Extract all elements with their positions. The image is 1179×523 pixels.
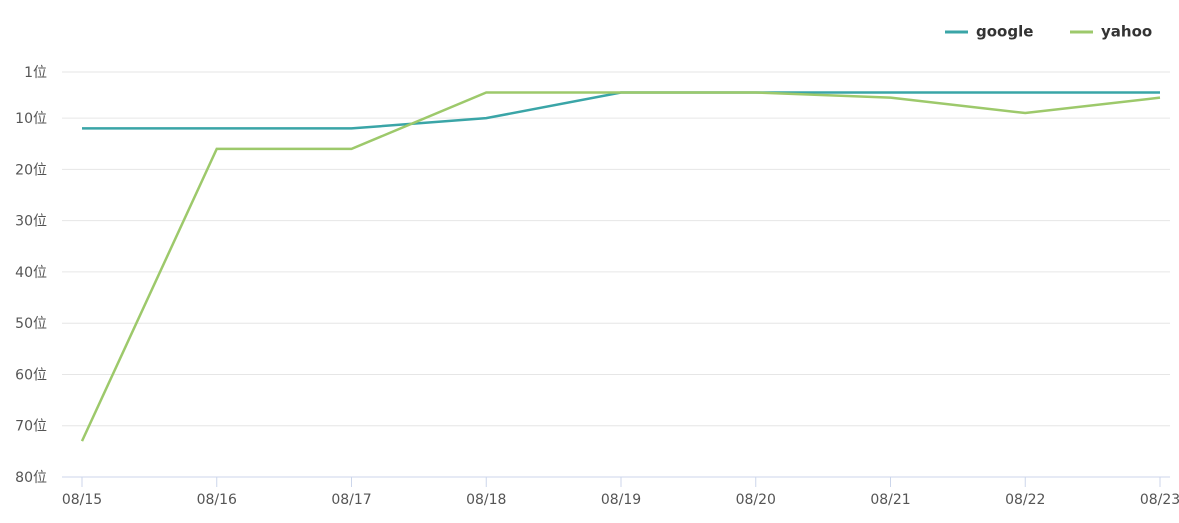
y-tick-label: 40位 (15, 265, 47, 281)
y-tick-label: 50位 (15, 316, 47, 332)
y-tick-label: 30位 (15, 214, 47, 230)
x-tick-label: 08/17 (331, 492, 371, 508)
x-tick-label: 08/20 (736, 492, 776, 508)
y-tick-label: 70位 (15, 419, 47, 435)
legend-label: google (976, 23, 1033, 41)
x-tick-label: 08/18 (466, 492, 506, 508)
legend-label: yahoo (1101, 23, 1152, 41)
x-tick-label: 08/22 (1005, 492, 1045, 508)
y-tick-label: 60位 (15, 367, 47, 383)
series-line (80, 91, 1161, 442)
y-tick-label: 10位 (15, 111, 47, 127)
x-tick-label: 08/16 (197, 492, 237, 508)
y-tick-label: 1位 (24, 65, 47, 81)
y-tick-label: 20位 (15, 162, 47, 178)
x-tick-label: 08/15 (62, 492, 102, 508)
x-tick-label: 08/23 (1140, 492, 1179, 508)
x-tick-label: 08/21 (870, 492, 910, 508)
x-tick-label: 08/19 (601, 492, 641, 508)
y-tick-label: 80位 (15, 470, 47, 486)
